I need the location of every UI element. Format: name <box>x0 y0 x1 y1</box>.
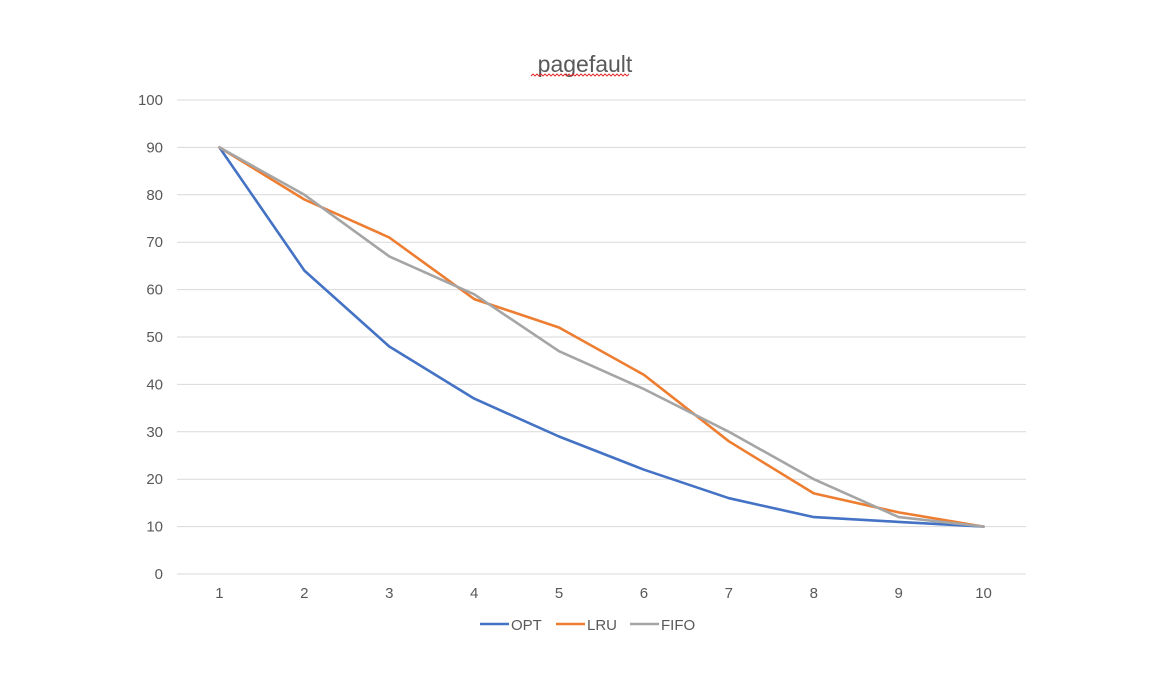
series-line-opt <box>218 146 985 528</box>
x-tick-label: 1 <box>215 585 223 602</box>
x-tick-label: 3 <box>385 585 393 602</box>
y-tick-label: 20 <box>146 471 163 488</box>
y-tick-label: 90 <box>146 139 163 156</box>
x-tick-label: 5 <box>555 585 563 602</box>
y-tick-label: 60 <box>146 282 163 299</box>
chart-title: pagefault <box>538 51 633 77</box>
spellcheck-underline <box>530 73 630 77</box>
y-tick-label: 50 <box>146 329 163 346</box>
legend: OPT LRU FIFO <box>480 617 695 634</box>
series-line-lru <box>218 146 985 528</box>
x-tick-label: 7 <box>725 585 733 602</box>
x-tick-label: 9 <box>894 585 902 602</box>
plot-area <box>218 146 985 528</box>
x-tick-label: 6 <box>640 585 648 602</box>
y-tick-label: 70 <box>146 234 163 251</box>
y-tick-label: 0 <box>155 566 163 583</box>
legend-label-fifo: FIFO <box>661 617 695 634</box>
y-tick-label: 10 <box>146 519 163 536</box>
y-tick-label: 40 <box>146 376 163 393</box>
y-axis-ticks: 0 10 20 30 40 50 60 70 80 90 100 <box>138 92 163 583</box>
gridlines <box>177 99 1026 575</box>
y-tick-label: 30 <box>146 424 163 441</box>
legend-label-opt: OPT <box>511 617 542 634</box>
legend-label-lru: LRU <box>587 617 617 634</box>
y-tick-label: 80 <box>146 187 163 204</box>
x-tick-label: 4 <box>470 585 478 602</box>
series-line-fifo <box>218 146 985 528</box>
x-axis-ticks: 1 2 3 4 5 6 7 8 9 10 <box>215 585 992 602</box>
x-tick-label: 10 <box>975 585 992 602</box>
x-tick-label: 8 <box>810 585 818 602</box>
x-tick-label: 2 <box>300 585 308 602</box>
y-tick-label: 100 <box>138 92 163 109</box>
